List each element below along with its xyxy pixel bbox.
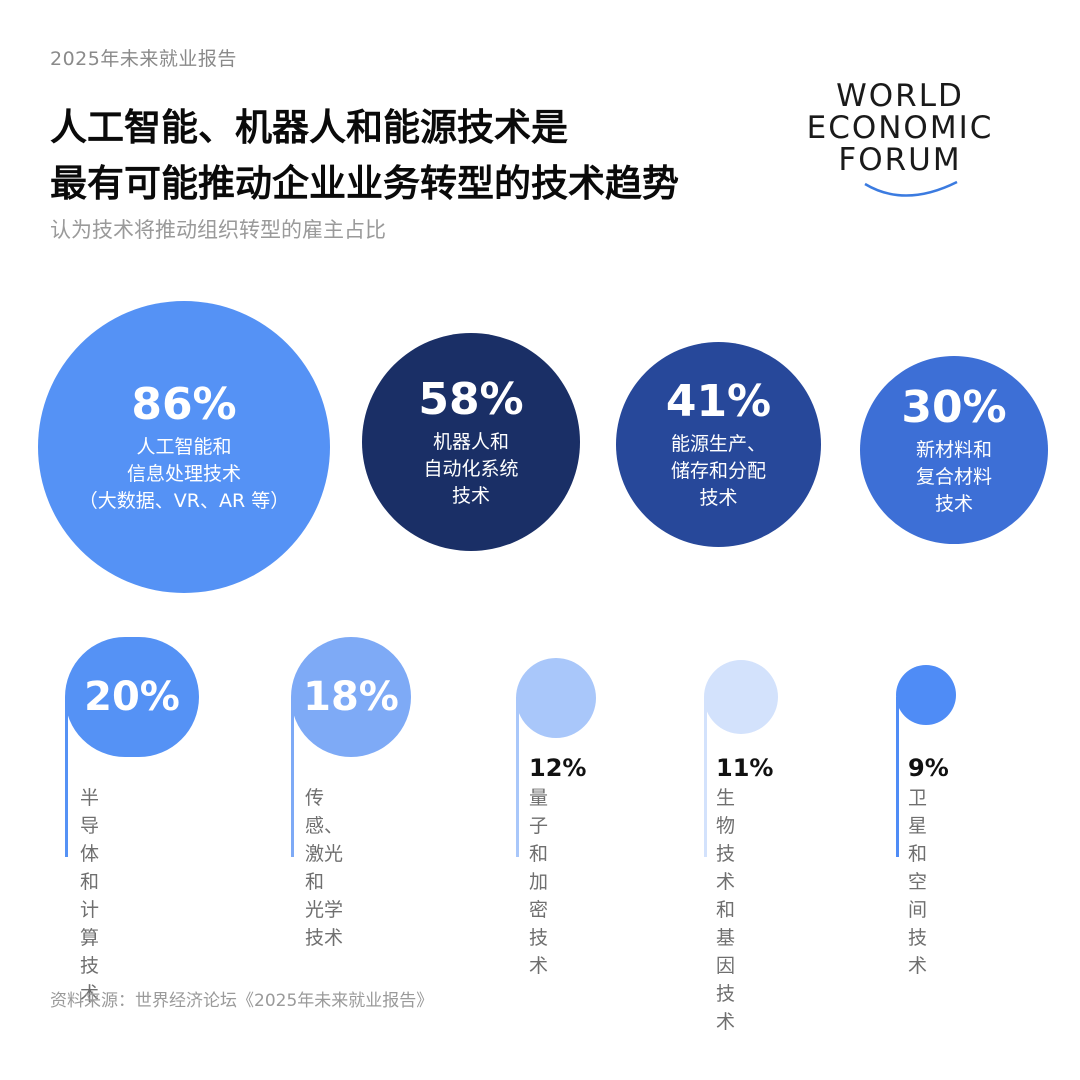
item-dot (516, 658, 596, 738)
bubble-label: 能源生产、 储存和分配 技术 (670, 433, 766, 509)
logo-arc-icon (864, 180, 958, 197)
item-dot (704, 660, 778, 734)
bubble-ai-information: 86% 人工智能和 信息处理技术 （大数据、VR、AR 等） (38, 301, 330, 593)
item-label: 半导体和 计算技术 (80, 787, 100, 1005)
bubble-label: 新材料和 复合材料 技术 (915, 438, 992, 515)
bubble-robotics: 58% 机器人和 自动化系统 技术 (362, 333, 580, 551)
title-line-2: 最有可能推动企业业务转型的技术趋势 (50, 162, 679, 205)
item-value: 20% (84, 674, 180, 720)
bubble-energy: 41% 能源生产、 储存和分配 技术 (616, 342, 821, 547)
bubble-label: 机器人和 自动化系统 技术 (423, 430, 519, 507)
item-dot: 20% (65, 637, 199, 757)
item-dot (896, 665, 956, 725)
report-kicker: 2025年未来就业报告 (50, 48, 237, 70)
bubble-value: 86% (131, 378, 237, 430)
item-label: 生物技术和 基因技术 (716, 787, 736, 1033)
item-label: 量子和 加密技术 (529, 787, 549, 977)
item-stem (291, 697, 294, 857)
logo-line-world: WORLD (836, 78, 964, 114)
item-value: 9% (908, 754, 949, 782)
item-label: 传感、激光和 光学技术 (305, 787, 344, 949)
bubble-value: 30% (901, 381, 1007, 433)
logo-line-forum: FORUM (838, 142, 962, 178)
logo-line-economic: ECONOMIC (806, 110, 994, 146)
item-dot: 18% (291, 637, 411, 757)
title-line-1: 人工智能、机器人和能源技术是 (50, 106, 568, 149)
item-value: 11% (716, 754, 774, 782)
bubble-value: 41% (665, 376, 772, 427)
chart-subtitle: 认为技术将推动组织转型的雇主占比 (50, 218, 386, 242)
page-title: 人工智能、机器人和能源技术是 最有可能推动企业业务转型的技术趋势 (50, 100, 810, 212)
item-value: 12% (529, 754, 587, 782)
bubble-value: 58% (418, 373, 524, 425)
wef-logo: WORLD ECONOMIC FORUM (785, 76, 1015, 206)
item-stem (516, 697, 519, 857)
bubble-label: 人工智能和 信息处理技术 （大数据、VR、AR 等） (78, 435, 290, 512)
bubble-new-materials: 30% 新材料和 复合材料 技术 (860, 356, 1048, 544)
item-stem (704, 697, 707, 857)
item-label: 卫星和 空间技术 (908, 787, 928, 977)
source-note: 资料来源：世界经济论坛《2025年未来就业报告》 (50, 991, 434, 1011)
item-value: 18% (303, 674, 399, 720)
item-stem (896, 697, 899, 857)
item-stem (65, 697, 68, 857)
